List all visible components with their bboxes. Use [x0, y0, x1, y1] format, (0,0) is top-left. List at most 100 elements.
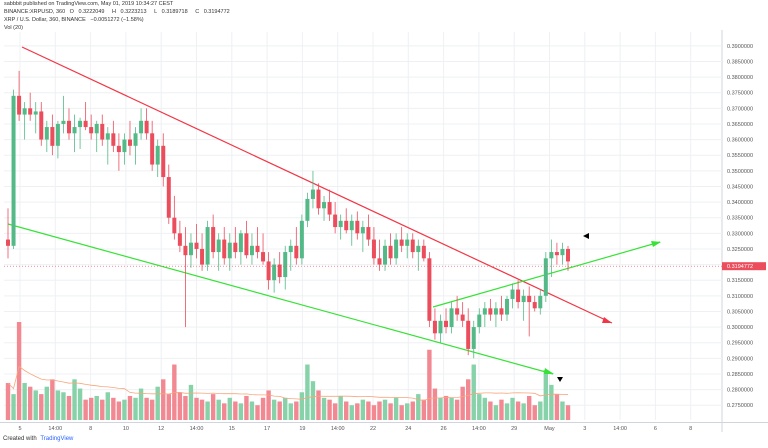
volume-bar	[161, 379, 166, 420]
volume-bar	[421, 399, 427, 420]
volume-bar	[565, 405, 571, 420]
price-tick-label: 0.3150000	[727, 278, 753, 284]
volume-bar	[149, 399, 155, 420]
candle-body	[283, 252, 288, 278]
candle-body	[394, 239, 399, 259]
volume-bar	[77, 388, 83, 420]
volume-bar	[499, 399, 504, 420]
volume-bar	[549, 384, 554, 420]
volume-bar	[83, 399, 88, 420]
candle-body	[238, 233, 243, 253]
candle-body	[55, 123, 60, 146]
volume-bar	[72, 379, 77, 420]
volume-bar	[538, 401, 543, 420]
price-tick-label: 0.2950000	[727, 341, 753, 347]
volume-bar	[310, 381, 316, 420]
time-tick-label: 3	[583, 426, 586, 432]
support-arrowhead	[544, 368, 554, 374]
volume-bar	[166, 394, 171, 420]
volume-bar	[382, 399, 388, 420]
last-price-badge	[722, 262, 766, 271]
time-tick-label: 22	[370, 426, 376, 432]
volume-bar	[188, 384, 194, 420]
volume-bar	[138, 388, 144, 420]
volume-bar	[526, 395, 532, 420]
volume-bar	[94, 395, 99, 420]
candle-body	[233, 242, 238, 253]
volume-bar	[377, 401, 382, 420]
candle-body	[460, 314, 465, 321]
time-tick-label: 6	[654, 426, 657, 432]
candle-body	[554, 252, 559, 256]
ohlc-open: O 0.3222049	[69, 9, 105, 15]
candle-body	[471, 327, 476, 349]
candle-body	[521, 295, 526, 303]
volume-bar	[465, 379, 471, 420]
volume-bar	[183, 395, 188, 420]
candle-body	[399, 239, 404, 246]
candle-body	[205, 227, 210, 265]
candle-body	[338, 220, 343, 228]
price-tick-label: 0.3550000	[727, 153, 753, 159]
volume-bar	[560, 401, 565, 420]
time-tick-label: 26	[441, 426, 447, 432]
candle-body	[22, 108, 27, 115]
price-tick-label: 0.3300000	[727, 231, 753, 237]
candle-body	[466, 320, 471, 349]
volume-bar	[100, 399, 105, 420]
volume-bar	[294, 401, 299, 420]
tradingview-logo[interactable]: TradingView	[40, 436, 74, 442]
candle-body	[194, 242, 199, 249]
price-tick-label: 0.3600000	[727, 138, 753, 144]
candle-body	[61, 120, 66, 124]
time-tick-label: 12	[158, 426, 164, 432]
candle-body	[288, 245, 293, 253]
volume-bar	[5, 383, 11, 420]
volume-bar	[493, 405, 499, 420]
volume-bar	[155, 386, 160, 420]
volume-bar	[233, 401, 238, 420]
price-tick-label: 0.3350000	[727, 216, 753, 222]
candle-body	[322, 202, 327, 209]
created-with: Created with	[3, 436, 37, 442]
candle-body	[333, 214, 338, 228]
candle-body	[83, 120, 88, 128]
candle-body	[438, 320, 443, 334]
candle-body	[388, 245, 393, 259]
candle-body	[222, 239, 227, 259]
price-tick-label: 0.3400000	[727, 200, 753, 206]
candle-body	[444, 320, 449, 328]
volume-bar	[194, 397, 199, 420]
volume-bar	[216, 399, 221, 420]
volume-bar	[521, 403, 526, 420]
volume-bar	[144, 397, 149, 420]
volume-bar	[39, 394, 44, 420]
time-tick-label: 8	[689, 426, 692, 432]
price-tick-label: 0.3000000	[727, 325, 753, 331]
candle-body	[33, 111, 38, 115]
price-tick-label: 0.2850000	[727, 372, 753, 378]
candle-body	[161, 145, 166, 178]
volume-bar	[44, 386, 50, 420]
volume-bar	[488, 401, 493, 420]
candle-body	[28, 108, 33, 115]
time-tick-label: May	[544, 426, 555, 432]
pair-name: XRP / U.S. Dollar, 360, BINANCE	[4, 17, 86, 23]
volume-bar	[288, 403, 293, 420]
candle-body	[360, 227, 365, 234]
candle-body	[211, 227, 216, 253]
price-change: −0.0051272 (−1.58%)	[90, 17, 144, 23]
time-tick-label: 29	[511, 426, 517, 432]
time-tick-label: 17	[264, 426, 270, 432]
volume-bar	[371, 405, 377, 420]
candle-body	[122, 139, 127, 153]
candle-body	[355, 220, 360, 234]
volume-bar	[249, 401, 255, 420]
candle-body	[416, 245, 421, 253]
volume-bar	[16, 322, 22, 420]
candle-body	[327, 202, 332, 215]
candle-body	[366, 227, 371, 240]
volume-bar	[349, 405, 354, 420]
volume-bar	[532, 405, 537, 420]
